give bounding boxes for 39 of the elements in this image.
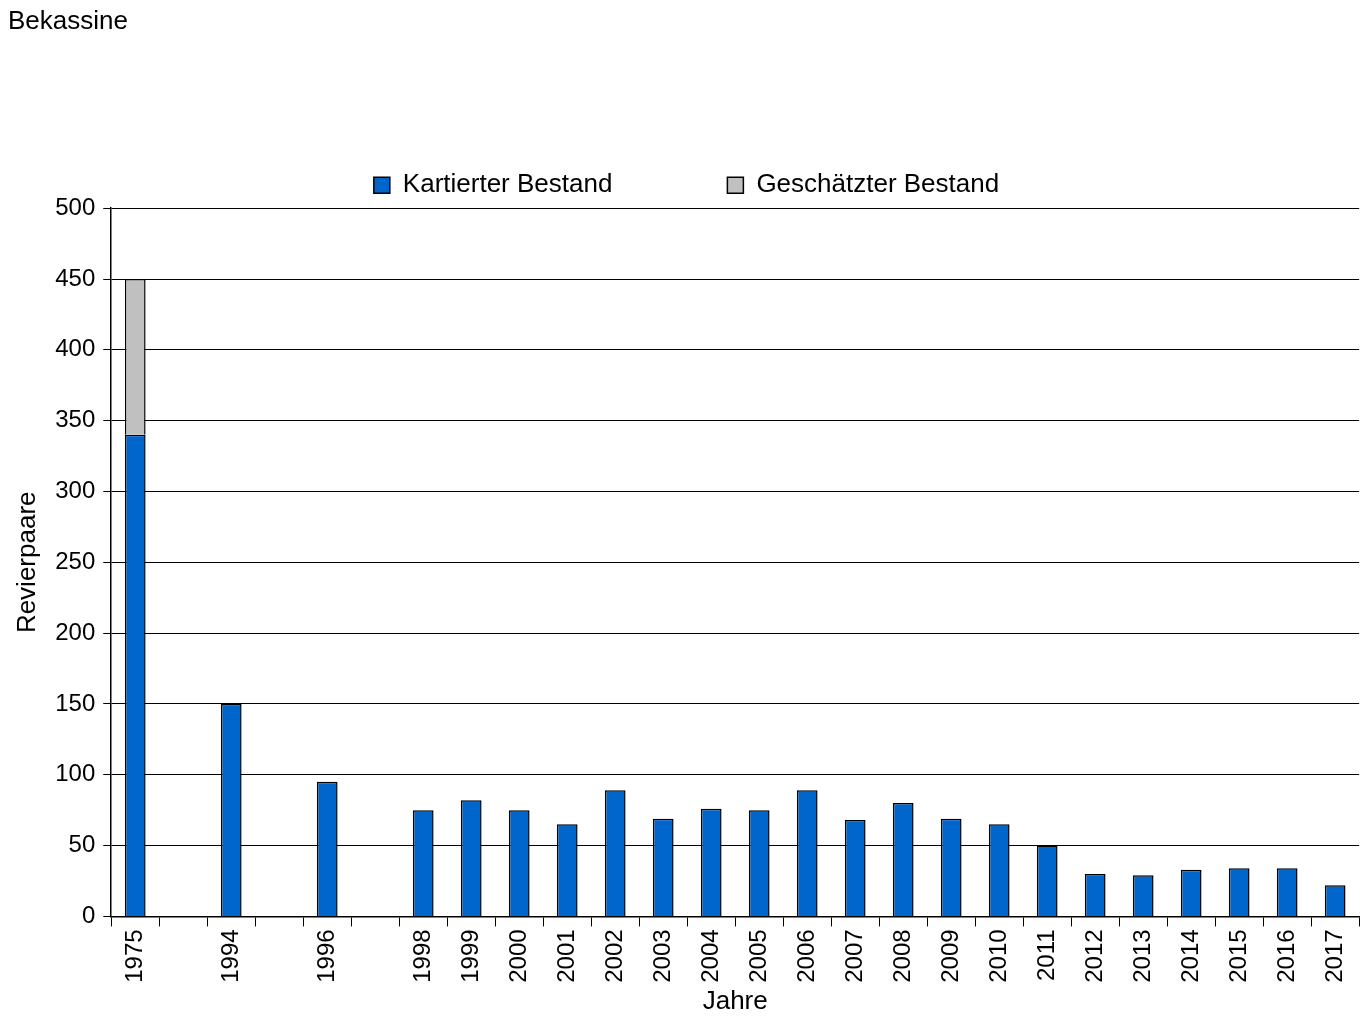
y-tick-label: 350	[55, 405, 96, 433]
x-tick-label: 2006	[791, 929, 819, 983]
x-tick-label: 2014	[1175, 929, 1203, 983]
x-tick-label: 2001	[551, 929, 579, 983]
x-tick-label: 2015	[1223, 929, 1251, 983]
chart-title: Bekassine	[8, 4, 128, 35]
x-tick-label: 2008	[887, 929, 915, 983]
x-tick-label: 2003	[647, 929, 675, 983]
y-tick-label: 200	[55, 617, 96, 645]
x-tick-label: 2009	[935, 929, 963, 983]
y-tick-label: 100	[55, 759, 96, 787]
y-axis-title: Revierpaare	[10, 491, 41, 634]
y-tick-label: 0	[81, 901, 96, 929]
x-tick-label: 1998	[407, 929, 435, 983]
y-tick-label: 150	[55, 688, 96, 716]
x-tick-label: 1996	[311, 929, 339, 983]
x-tick-label: 2016	[1271, 929, 1299, 983]
x-tick-label: 2004	[695, 929, 723, 983]
x-tick-label: 2017	[1319, 929, 1347, 983]
x-tick-label: 1975	[119, 929, 147, 983]
legend-label: Geschätzter Bestand	[756, 168, 1000, 199]
y-tick-label: 250	[55, 546, 96, 574]
y-tick-label: 400	[55, 334, 96, 362]
x-tick-label: 2010	[983, 929, 1011, 983]
x-tick-label: 2007	[839, 929, 867, 983]
legend-label: Kartierter Bestand	[402, 168, 613, 199]
x-tick-label: 2012	[1079, 929, 1107, 983]
x-axis-title: Jahre	[702, 984, 768, 1015]
x-tick-label: 2013	[1127, 929, 1155, 983]
x-tick-label: 2000	[503, 929, 531, 983]
x-tick-label: 1999	[455, 929, 483, 983]
y-tick-label: 50	[68, 830, 96, 858]
x-tick-label: 2002	[599, 929, 627, 983]
y-tick-label: 450	[55, 263, 96, 291]
x-tick-label: 1994	[215, 929, 243, 983]
y-tick-label: 500	[55, 192, 96, 220]
x-tick-label: 2011	[1031, 929, 1059, 982]
y-tick-label: 300	[55, 476, 96, 504]
x-tick-label: 2005	[743, 929, 771, 983]
